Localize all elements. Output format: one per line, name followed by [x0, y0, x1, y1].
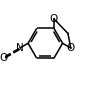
- Text: N: N: [16, 43, 24, 53]
- Text: O: O: [67, 43, 75, 53]
- Text: O: O: [0, 53, 7, 63]
- Text: O: O: [50, 14, 58, 24]
